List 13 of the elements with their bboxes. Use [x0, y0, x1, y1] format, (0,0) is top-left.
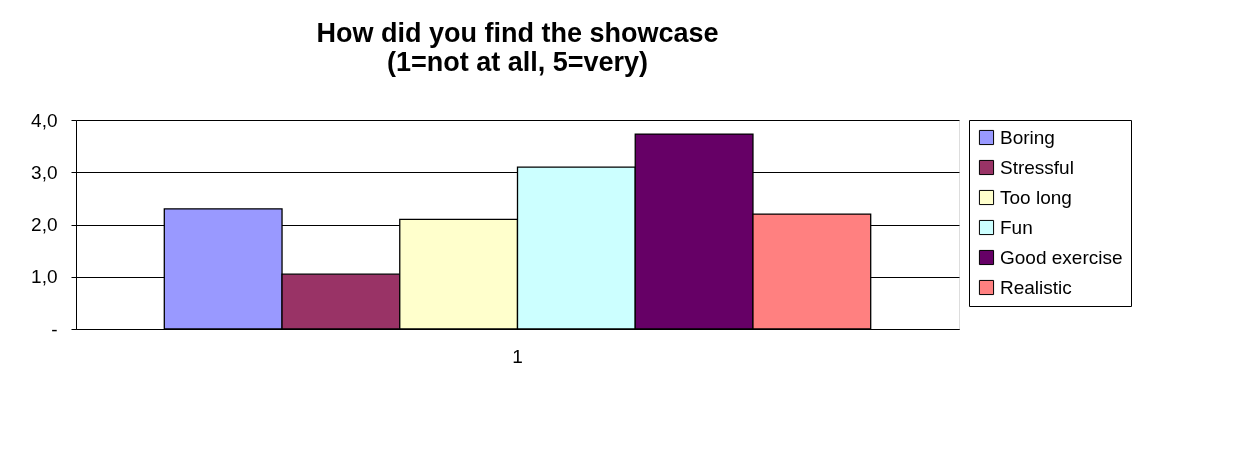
- legend-label: Stressful: [1000, 156, 1074, 178]
- y-tick-label: 2,0: [31, 214, 58, 235]
- legend-label: Boring: [1000, 126, 1055, 148]
- chart-title: How did you find the showcase (1=not at all, 5=very): [316, 18, 719, 77]
- legend-label: Too long: [1000, 186, 1072, 208]
- legend-label: Fun: [1000, 216, 1033, 238]
- y-tick-label: 3,0: [31, 161, 58, 183]
- y-tick-label: -: [51, 318, 58, 340]
- y-tick-label: 4,0: [31, 109, 58, 131]
- legend-label: Realistic: [1000, 276, 1072, 298]
- x-tick-label: 1: [512, 345, 523, 367]
- legend-label: Good exercise: [1000, 246, 1123, 268]
- y-tick-label: 1,0: [31, 266, 58, 288]
